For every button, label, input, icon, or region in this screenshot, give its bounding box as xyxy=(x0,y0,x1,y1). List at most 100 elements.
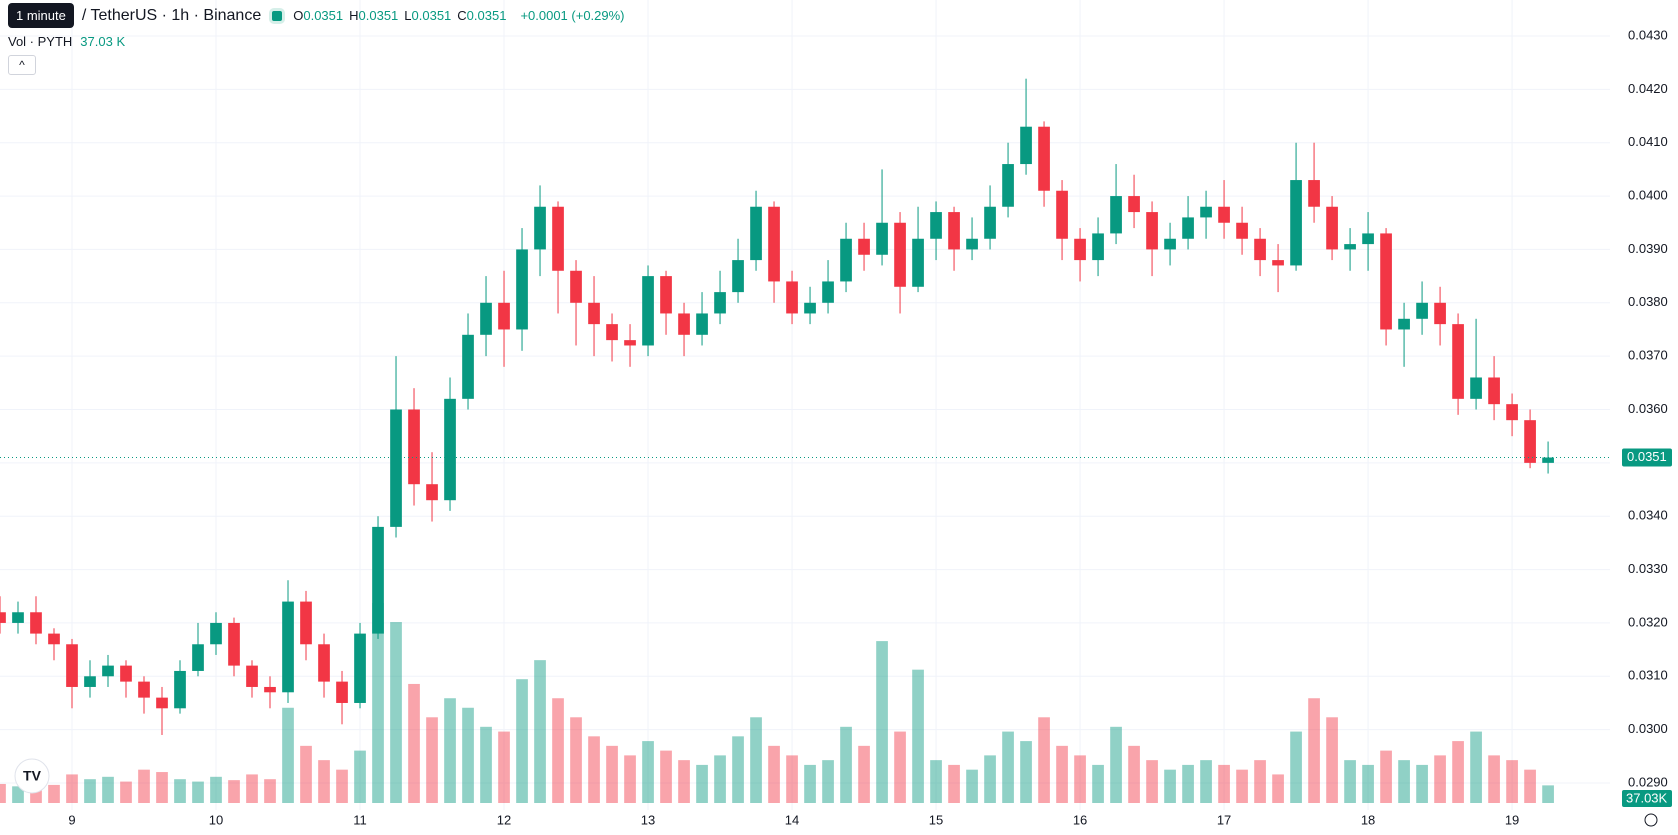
volume-bar xyxy=(732,736,744,803)
y-tick-label: 0.0310 xyxy=(1628,668,1668,683)
volume-bar xyxy=(1308,698,1320,803)
volume-legend: Vol · PYTH 37.03 K xyxy=(8,34,125,49)
x-tick-label: 16 xyxy=(1073,812,1087,827)
candle-body xyxy=(318,644,330,682)
candle-body xyxy=(678,313,690,335)
y-tick-label: 0.0340 xyxy=(1628,508,1668,523)
volume-bar xyxy=(246,774,258,803)
symbol[interactable]: / TetherUS · 1h · Binance xyxy=(81,6,262,24)
x-tick-label: 19 xyxy=(1505,812,1519,827)
settings-icon[interactable] xyxy=(1644,813,1658,827)
ohlc-value: 0.0351 xyxy=(358,8,399,23)
candle-body xyxy=(570,270,582,303)
volume-bar xyxy=(534,660,546,803)
candle-body xyxy=(282,601,294,693)
volume-bar xyxy=(822,760,834,803)
candle-body xyxy=(750,206,762,261)
volume-bar xyxy=(1380,750,1392,803)
candle-body xyxy=(1470,377,1482,399)
candle-body xyxy=(444,398,456,501)
volume-bar xyxy=(570,717,582,803)
candle-body xyxy=(210,622,222,645)
volume-bar xyxy=(750,717,762,803)
candle-body xyxy=(786,281,798,314)
x-tick-label: 18 xyxy=(1361,812,1375,827)
vol-label: Vol · PYTH xyxy=(8,34,73,49)
candle-body xyxy=(552,206,564,271)
volume-bar xyxy=(696,764,708,803)
vol-value: 37.03 K xyxy=(80,34,126,49)
candle-body xyxy=(660,276,672,314)
collapse-button[interactable]: ^ xyxy=(8,55,36,75)
volume-bar xyxy=(786,755,798,803)
ohlc: O0.0351 H0.0351 L0.0351 C0.0351 xyxy=(293,8,512,23)
volume-bar xyxy=(1434,755,1446,803)
volume-bar xyxy=(1236,769,1248,803)
candle-body xyxy=(66,644,78,687)
volume-tag-label: 37.03K xyxy=(1626,790,1668,805)
volume-bar xyxy=(1056,745,1068,803)
volume-bar xyxy=(1074,755,1086,803)
change: +0.0001 (+0.29%) xyxy=(520,8,625,23)
candle-body xyxy=(1146,212,1158,250)
candle-body xyxy=(1380,233,1392,330)
legend-header: 1 minute / TetherUS · 1h · Binance O0.03… xyxy=(8,3,625,28)
candle-body xyxy=(966,238,978,250)
volume-bar xyxy=(372,603,384,803)
volume-bar xyxy=(1200,760,1212,803)
candle-body xyxy=(930,212,942,239)
candle-body xyxy=(912,238,924,287)
candle-body xyxy=(1002,164,1014,207)
y-tick-label: 0.0420 xyxy=(1628,81,1668,96)
candle-body xyxy=(858,238,870,255)
candle-body xyxy=(876,222,888,255)
volume-bar xyxy=(642,741,654,803)
volume-bar xyxy=(480,726,492,803)
volume-bar xyxy=(768,745,780,803)
candle-body xyxy=(0,612,6,623)
candle-body xyxy=(156,697,168,709)
candle-body xyxy=(30,612,42,634)
volume-bar xyxy=(588,736,600,803)
volume-bar xyxy=(156,772,168,803)
volume-bar xyxy=(912,669,924,803)
volume-bar xyxy=(138,769,150,803)
volume-bar xyxy=(1218,764,1230,803)
candle-body xyxy=(372,526,384,634)
volume-bar xyxy=(174,779,186,803)
volume-bar xyxy=(1488,755,1500,803)
tooltip: 1 minute xyxy=(8,3,74,28)
candle-body xyxy=(300,601,312,645)
volume-bar xyxy=(318,760,330,803)
candle-body xyxy=(336,681,348,703)
volume-bar xyxy=(1326,717,1338,803)
candle-body xyxy=(1362,233,1374,245)
x-tick-label: 14 xyxy=(785,812,799,827)
volume-bar xyxy=(1002,731,1014,803)
volume-bar xyxy=(1542,785,1554,803)
volume-bar xyxy=(804,764,816,803)
volume-bar xyxy=(1182,764,1194,803)
volume-bar xyxy=(714,755,726,803)
y-tick-label: 0.0290 xyxy=(1628,774,1668,789)
ohlc-value: 0.0351 xyxy=(466,8,507,23)
price-tag xyxy=(1622,448,1672,467)
candle-body xyxy=(948,212,960,250)
candle-body xyxy=(1074,238,1086,261)
y-tick-label: 0.0410 xyxy=(1628,134,1668,149)
candle-body xyxy=(1308,180,1320,207)
volume-bar xyxy=(1362,764,1374,803)
candle-body xyxy=(192,644,204,671)
volume-bar xyxy=(0,783,6,803)
volume-bar xyxy=(930,760,942,803)
volume-bar xyxy=(390,622,402,803)
candle-body xyxy=(894,222,906,287)
candle-body xyxy=(1542,457,1554,463)
ohlc-value: 0.0351 xyxy=(411,8,452,23)
volume-bar xyxy=(1524,769,1536,803)
candle-body xyxy=(588,302,600,325)
candle-body xyxy=(1272,260,1284,266)
volume-bar xyxy=(102,776,114,803)
candle-body xyxy=(228,622,240,666)
